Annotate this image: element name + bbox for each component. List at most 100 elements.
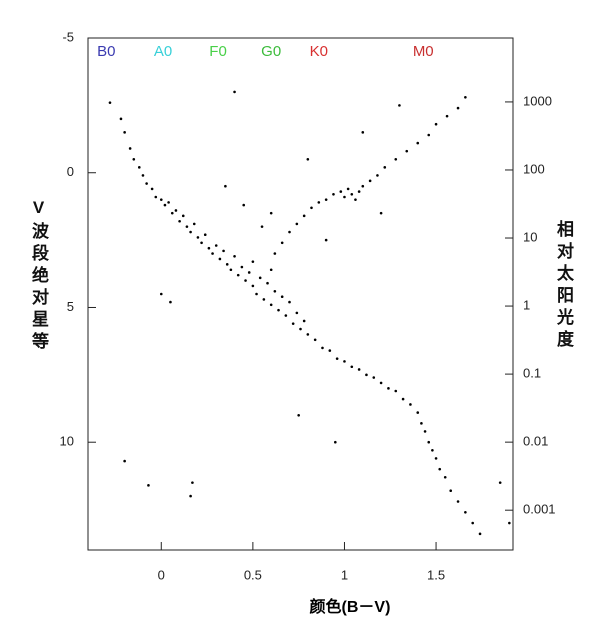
star-point [132,157,136,161]
star-point [335,357,339,360]
spectral-class-label: F0 [209,43,227,60]
star-point [207,246,211,250]
y2-tick-label: 1 [523,297,530,312]
star-point [297,413,300,417]
star-point [240,265,244,269]
y-tick-label: 10 [60,434,74,449]
star-point [174,209,178,212]
star-point [409,403,412,406]
star-point [379,381,383,385]
star-point [376,174,379,177]
star-point [123,131,126,134]
star-point [416,411,420,414]
star-point [306,333,310,336]
star-point [251,284,255,288]
star-point [310,206,313,210]
star-point [236,273,240,277]
star-point [159,198,163,201]
star-point [242,203,246,207]
star-point [123,459,126,463]
star-point [401,397,405,401]
star-point [306,157,310,161]
y2-tick-label: 1000 [523,93,552,108]
star-point [108,101,112,104]
star-point [159,292,163,296]
star-point [361,184,365,188]
star-point [343,195,346,199]
y-tick-label: 0 [67,164,74,179]
star-point [332,192,335,196]
spectral-class-label: M0 [413,43,434,60]
star-point [346,187,350,191]
star-point [288,230,291,234]
spectral-class-label: B0 [97,43,115,60]
star-point [280,241,284,245]
star-point [398,104,401,107]
star-point [434,457,438,460]
star-point [443,475,447,479]
star-point [170,211,174,215]
star-point [372,376,376,379]
star-point [368,179,372,183]
star-point [464,510,467,514]
star-point [464,95,467,99]
star-point [233,90,236,94]
y2-axis-title: 相对太阳光度 [554,220,573,352]
star-point [416,141,420,145]
y2-tick-label: 0.01 [523,434,548,449]
star-point [431,448,434,452]
star-point [145,182,148,185]
star-point [456,106,460,110]
star-point [189,230,192,234]
star-point [169,300,172,304]
star-point [181,214,185,218]
star-point [247,271,251,274]
star-point [350,365,354,369]
star-point [324,198,328,201]
star-point [191,481,194,484]
star-point [295,311,299,315]
y2-tick-label: 10 [523,229,537,244]
star-point [255,292,258,296]
star-point [394,157,398,161]
star-point [150,187,154,191]
star-point [119,117,123,121]
y2-tick-label: 100 [523,161,545,176]
star-point [222,249,225,253]
star-point [141,174,145,177]
star-point [302,319,306,323]
star-point [324,238,328,242]
star-point [288,300,291,304]
star-point [163,203,167,207]
star-point [456,500,460,503]
star-point [269,268,273,272]
star-point [383,166,387,169]
star-point [427,133,431,137]
star-point [449,489,453,493]
star-point [269,303,273,307]
x-tick-label: 0.5 [244,567,262,582]
star-point [225,263,229,266]
star-point [269,211,273,215]
x-tick-label: 1 [341,567,348,582]
star-point [350,192,354,196]
star-point [354,198,357,201]
x-tick-label: 0 [158,567,165,582]
star-point [266,281,269,285]
star-point [284,314,288,317]
y-tick-label: 5 [67,299,74,314]
star-point [379,211,383,215]
star-point [299,327,302,331]
y-axis-title: V波段绝对星等 [29,198,48,354]
star-point [200,241,203,245]
star-point [365,373,368,377]
star-point [423,430,427,433]
star-point [291,322,295,325]
spectral-class-label: G0 [261,43,281,60]
star-point [302,214,306,218]
star-point [357,368,361,371]
star-point [128,147,132,150]
star-point [244,279,247,282]
